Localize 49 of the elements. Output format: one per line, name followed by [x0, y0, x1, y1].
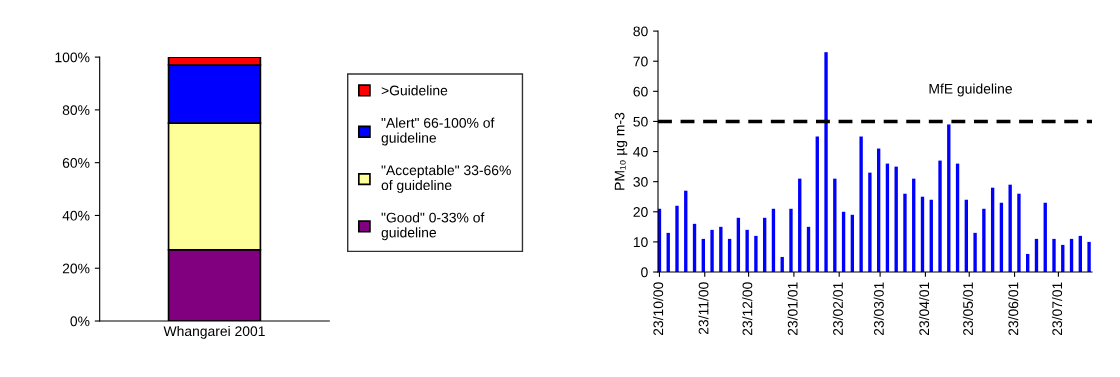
bar: [675, 205, 679, 273]
y-tick-label: 40%: [62, 210, 90, 221]
y-tick-label: 80: [633, 26, 648, 37]
bar: [938, 160, 942, 273]
bar: [719, 226, 723, 273]
y-tick-label: 70: [633, 56, 648, 67]
y-tick-label: 60: [633, 86, 648, 97]
legend-label: "Acceptable" 33-66% of guideline: [381, 164, 511, 193]
x-tick-label: 23/02/01: [832, 282, 843, 336]
bar: [745, 229, 749, 273]
bar: [1052, 238, 1056, 273]
x-tick-label: 23/06/01: [1008, 282, 1019, 336]
bar: [789, 208, 793, 273]
y-axis-title: PM₁₀ µg m-3: [614, 112, 628, 190]
x-tick-label: 23/01/01: [787, 282, 798, 336]
bar: [824, 52, 828, 273]
bar: [1008, 184, 1012, 273]
x-tick-label: 23/04/01: [918, 282, 930, 336]
x-tick-label: 23/12/00: [742, 282, 753, 336]
legend-label: >Guideline: [381, 85, 448, 96]
bar: [754, 235, 758, 273]
x-tick-label: 23/11/00: [698, 282, 709, 335]
bar: [1017, 193, 1021, 273]
bar: [903, 193, 907, 273]
ref-line-label: MfE guideline: [929, 83, 1012, 97]
bar: [982, 208, 986, 273]
y-tick-label: 30: [633, 177, 648, 187]
bar: [710, 229, 714, 273]
x-tick-label: Whangarei 2001: [163, 325, 265, 339]
y-tick-label: 80%: [62, 105, 90, 116]
x-tick-label: 23/03/01: [873, 282, 884, 336]
x-tick-label: 23/07/01: [1051, 282, 1063, 336]
legend-label: "Good" 0-33% of guideline: [381, 212, 485, 241]
y-tick-label: 100%: [55, 52, 90, 63]
x-tick-label: 23/10/00: [652, 282, 664, 336]
y-tick-label: 10: [633, 237, 648, 248]
y-tick-label: 50: [633, 116, 648, 127]
y-tick-label: 60%: [62, 158, 90, 168]
y-tick-label: 40: [633, 146, 648, 157]
y-tick-label: 20%: [62, 263, 90, 274]
bar: [973, 232, 977, 273]
x-tick-label: 23/05/01: [962, 282, 973, 336]
bar: [1087, 241, 1091, 273]
bar: [859, 136, 863, 273]
y-tick-label: 0%: [70, 316, 90, 327]
legend-label: "Alert" 66-100% of guideline: [381, 117, 495, 146]
y-tick-label: 20: [633, 207, 648, 217]
bar: [868, 172, 872, 273]
y-tick-label: 0: [641, 267, 648, 278]
